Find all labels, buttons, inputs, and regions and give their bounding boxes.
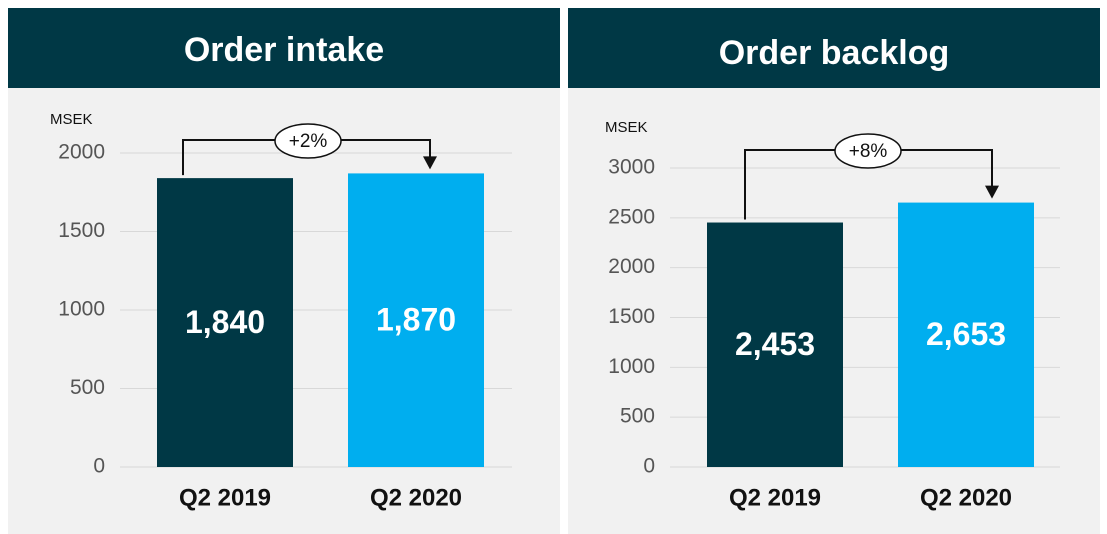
chart-title: Order backlog — [719, 34, 950, 72]
value-label: 2,453 — [735, 326, 815, 362]
annotation-bubble — [834, 133, 902, 169]
y-tick-label: 500 — [70, 376, 105, 399]
y-tick-label: 0 — [93, 455, 105, 478]
value-label: 1,870 — [376, 302, 456, 338]
x-tick-label: Q2 2020 — [370, 484, 462, 511]
y-tick-label: 3000 — [608, 156, 655, 179]
annotation: +2% — [289, 131, 328, 152]
x-tick-label: Q2 2019 — [729, 484, 821, 511]
bar — [348, 173, 484, 467]
bar — [707, 222, 843, 467]
value-label: 1,840 — [185, 304, 265, 340]
y-tick-label: 2000 — [58, 141, 105, 164]
panel-header — [8, 8, 560, 88]
annotation: +8% — [849, 141, 888, 162]
chart-title: Order intake — [184, 31, 384, 69]
bar — [898, 202, 1034, 467]
value-label: 2,653 — [926, 316, 1006, 352]
arrow-head — [985, 185, 999, 199]
y-tick-label: 500 — [620, 405, 655, 428]
y-tick-label: 1500 — [58, 219, 105, 242]
axis-unit: MSEK — [50, 111, 93, 128]
y-tick-label: 1000 — [608, 355, 655, 378]
axis-unit: MSEK — [605, 119, 648, 136]
x-tick-label: Q2 2019 — [179, 484, 271, 511]
panel-header — [568, 8, 1100, 88]
arrow-head — [423, 156, 437, 170]
x-tick-label: Q2 2020 — [920, 484, 1012, 511]
y-tick-label: 0 — [643, 455, 655, 478]
y-tick-label: 2500 — [608, 205, 655, 228]
y-tick-label: 1000 — [58, 298, 105, 321]
annotation-bubble — [274, 123, 342, 159]
bar — [157, 178, 293, 467]
y-tick-label: 1500 — [608, 305, 655, 328]
y-tick-label: 2000 — [608, 255, 655, 278]
